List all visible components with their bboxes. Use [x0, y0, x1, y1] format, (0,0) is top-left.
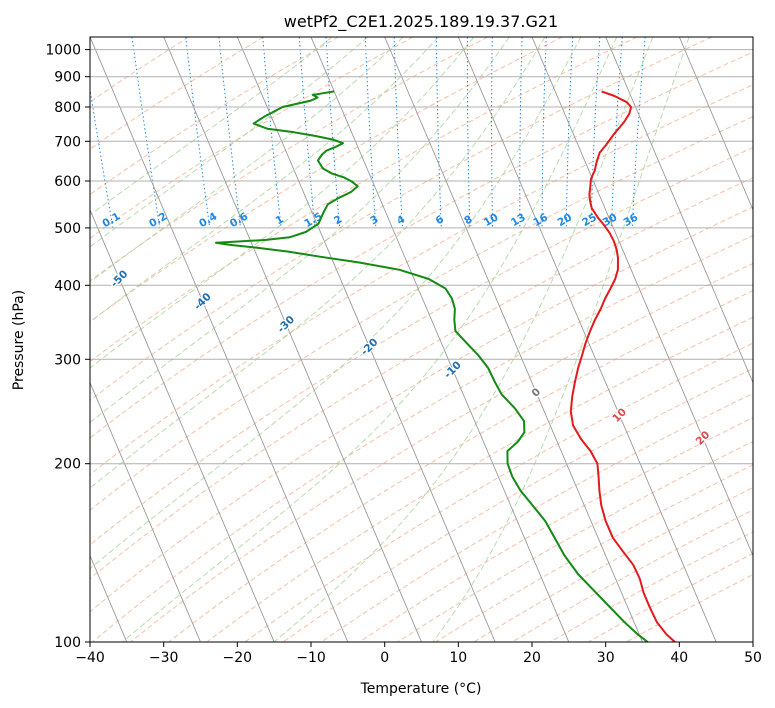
temperature-trace [569, 90, 676, 642]
moist-adiabat-line [90, 37, 439, 323]
x-tick-label: −10 [296, 650, 326, 666]
x-tick-label: 40 [670, 650, 688, 666]
chart-title: wetPf2_C2E1.2025.189.19.37.G21 [284, 12, 558, 32]
y-tick-label: 900 [54, 70, 81, 86]
y-tick-label: 700 [54, 134, 81, 150]
dry-adiabat-line [168, 290, 753, 642]
x-tick-label: 30 [597, 650, 615, 666]
dry-adiabat-line [90, 206, 753, 613]
dewpoint-trace [215, 90, 649, 642]
isotherm-line [310, 37, 570, 642]
dry-adiabat-line [90, 37, 712, 401]
dry-adiabat-line [90, 116, 753, 511]
x-tick-label: 50 [744, 650, 762, 666]
dry-adiabat-line [206, 316, 753, 642]
moist-adiabat-line [90, 37, 333, 216]
dry-adiabat-line [90, 37, 488, 282]
moist-adiabat-line [90, 37, 510, 424]
dry-adiabat-line [90, 51, 753, 439]
isotherm-line [384, 37, 643, 642]
x-tick-label: −20 [223, 650, 253, 666]
x-tick-label: 20 [523, 650, 541, 666]
isotherm-line [90, 208, 275, 642]
y-tick-label: 300 [54, 352, 81, 368]
isotherm-line [531, 37, 753, 557]
moist-adiabat-line [90, 37, 582, 570]
moist-adiabat-line [432, 37, 690, 642]
x-axis-ticks: −40 −30 −20 −10 0 10 20 30 40 50 [75, 642, 762, 666]
y-tick-label: 1000 [45, 43, 81, 59]
x-axis-label: Temperature (°C) [360, 681, 482, 697]
moist-adiabat-line [121, 37, 618, 642]
y-axis-label: Pressure (hPa) [11, 290, 27, 390]
dry-adiabat-line [90, 37, 264, 150]
isotherm-line [605, 37, 753, 384]
y-tick-label: 600 [54, 174, 81, 190]
y-tick-label: 200 [54, 457, 81, 473]
mixing-ratio-line [90, 86, 114, 228]
dry-adiabat-line [90, 146, 753, 546]
dry-adiabat-line [90, 37, 563, 323]
y-tick-label: 400 [54, 278, 81, 294]
dry-adiabat-line [90, 37, 339, 196]
y-tick-label: 100 [54, 635, 81, 651]
mixing-ratio-line [298, 37, 316, 228]
isotherm-line [678, 37, 753, 212]
mixing-ratio-line [262, 37, 282, 228]
dry-adiabat-line [90, 177, 753, 580]
dry-adiabat-line [282, 367, 753, 642]
x-tick-label: −40 [75, 650, 105, 666]
x-tick-label: −30 [149, 650, 179, 666]
y-axis-ticks: 100 200 300 400 500 600 700 800 900 1000 [45, 43, 90, 651]
dry-adiabat-line [90, 84, 753, 476]
pressure-gridlines [90, 49, 753, 642]
moist-adiabat-line [90, 37, 475, 369]
dry-adiabat-line [244, 342, 753, 642]
sounding-series [215, 90, 676, 642]
x-tick-label: 10 [449, 650, 467, 666]
y-tick-label: 800 [54, 100, 81, 116]
dry-adiabat-line [90, 37, 638, 363]
mixing-ratio-line [218, 37, 241, 228]
moist-adiabat-line [90, 37, 369, 248]
isotherm-line [236, 37, 496, 642]
moist-adiabat-line [90, 37, 404, 283]
mixing-ratio-line [631, 37, 646, 228]
isotherm-line [90, 381, 201, 642]
isotherm-line [163, 37, 422, 642]
plot-frame [89, 36, 754, 643]
x-tick-label: 0 [380, 650, 389, 666]
isotherm-line [90, 37, 349, 642]
isotherms [90, 37, 753, 642]
mixing-ratio-line [185, 37, 211, 228]
y-tick-label: 500 [54, 221, 81, 237]
moist-adiabat-line [90, 37, 546, 489]
